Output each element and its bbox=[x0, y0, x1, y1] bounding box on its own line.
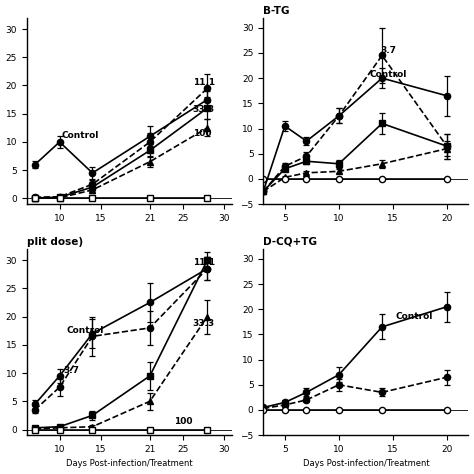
Text: plit dose): plit dose) bbox=[27, 237, 83, 246]
Text: Control: Control bbox=[61, 131, 99, 140]
X-axis label: Days Post-infection/Treatment: Days Post-infection/Treatment bbox=[66, 459, 192, 468]
Text: 3.7: 3.7 bbox=[64, 366, 80, 375]
Text: B-TG: B-TG bbox=[263, 6, 290, 16]
Text: Control: Control bbox=[369, 70, 407, 79]
Text: 3.7: 3.7 bbox=[380, 46, 396, 55]
Text: 100: 100 bbox=[174, 417, 193, 426]
Text: Control: Control bbox=[66, 326, 103, 335]
Text: Control: Control bbox=[395, 312, 432, 321]
Text: 11.1: 11.1 bbox=[192, 258, 215, 267]
Text: 11.1: 11.1 bbox=[192, 78, 215, 87]
X-axis label: Days Post-infection/Treatment: Days Post-infection/Treatment bbox=[302, 459, 429, 468]
Text: D-CQ+TG: D-CQ+TG bbox=[263, 237, 317, 246]
Text: 33.3: 33.3 bbox=[192, 105, 215, 114]
Text: 100: 100 bbox=[192, 129, 211, 138]
Text: 33.3: 33.3 bbox=[192, 319, 215, 328]
